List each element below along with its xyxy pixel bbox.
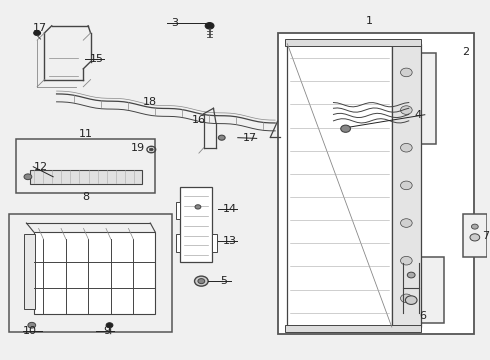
- Bar: [278, 33, 474, 334]
- Circle shape: [405, 296, 417, 305]
- Circle shape: [341, 125, 350, 132]
- Circle shape: [24, 174, 32, 180]
- Bar: [327, 53, 437, 144]
- Circle shape: [149, 148, 153, 151]
- Circle shape: [106, 323, 113, 328]
- Circle shape: [400, 219, 412, 227]
- Circle shape: [205, 23, 214, 29]
- Bar: [24, 234, 35, 309]
- Bar: [9, 214, 172, 332]
- Text: 14: 14: [223, 204, 237, 215]
- Bar: [175, 234, 180, 252]
- Circle shape: [400, 294, 412, 303]
- Text: 12: 12: [33, 162, 48, 172]
- Text: 19: 19: [131, 143, 145, 153]
- Circle shape: [400, 181, 412, 190]
- Text: 7: 7: [482, 231, 489, 240]
- Circle shape: [400, 143, 412, 152]
- Circle shape: [219, 135, 225, 140]
- Bar: [285, 39, 421, 45]
- Text: 6: 6: [419, 311, 426, 321]
- Text: 17: 17: [243, 134, 256, 143]
- Text: 10: 10: [23, 326, 37, 336]
- Text: 4: 4: [414, 110, 421, 120]
- Bar: [399, 257, 444, 323]
- Text: 1: 1: [366, 17, 372, 27]
- Text: 16: 16: [192, 115, 205, 125]
- Bar: [16, 139, 155, 193]
- Circle shape: [28, 322, 36, 328]
- Text: 9: 9: [103, 326, 110, 336]
- Circle shape: [470, 234, 480, 241]
- Text: 11: 11: [79, 130, 93, 139]
- Bar: [285, 325, 421, 332]
- Circle shape: [400, 106, 412, 114]
- Circle shape: [400, 68, 412, 77]
- Bar: [212, 234, 217, 252]
- Circle shape: [34, 31, 41, 36]
- Circle shape: [195, 276, 208, 286]
- Bar: [34, 232, 155, 315]
- Text: 15: 15: [90, 54, 104, 64]
- Circle shape: [198, 279, 205, 284]
- Text: 8: 8: [82, 192, 89, 202]
- Text: 5: 5: [220, 276, 228, 286]
- Text: 17: 17: [32, 23, 47, 33]
- Text: 2: 2: [463, 46, 469, 57]
- Text: 3: 3: [171, 18, 178, 28]
- Bar: [392, 44, 421, 327]
- Bar: [30, 170, 142, 184]
- Text: 18: 18: [143, 97, 157, 107]
- Bar: [287, 44, 392, 327]
- Bar: [463, 214, 487, 257]
- Circle shape: [471, 224, 478, 229]
- Circle shape: [400, 256, 412, 265]
- Bar: [180, 187, 212, 262]
- Circle shape: [195, 205, 201, 209]
- Bar: [175, 202, 180, 220]
- Text: 13: 13: [223, 236, 237, 246]
- Circle shape: [407, 272, 415, 278]
